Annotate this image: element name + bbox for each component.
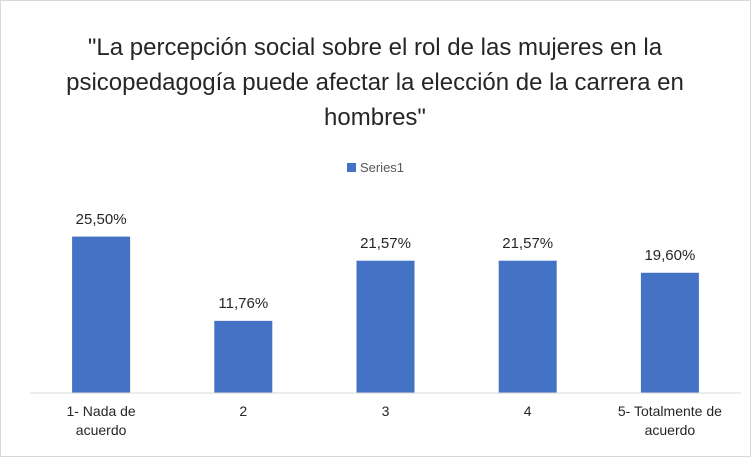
x-tick-label: 2 xyxy=(239,403,248,419)
data-label: 19,60% xyxy=(644,246,696,264)
legend-label: Series1 xyxy=(359,160,405,175)
legend: Series1 xyxy=(0,160,751,175)
bar xyxy=(356,260,415,393)
bar xyxy=(640,272,699,393)
data-label: 11,76% xyxy=(218,294,269,312)
bar xyxy=(498,260,557,393)
x-tick-label: 1- Nada de acuerdo xyxy=(66,403,136,438)
chart-title: "La percepción social sobre el rol de la… xyxy=(66,34,684,131)
legend-swatch xyxy=(346,163,356,172)
data-label: 25,50% xyxy=(75,210,127,228)
data-label: 21,57% xyxy=(360,234,411,252)
bar xyxy=(214,320,273,393)
x-tick-label: 4 xyxy=(523,403,532,419)
x-tick-label: 3 xyxy=(381,403,390,419)
data-label: 21,57% xyxy=(502,234,554,252)
bar xyxy=(72,236,131,393)
x-tick-label: 5- Totalmente de acuerdo xyxy=(617,403,722,438)
